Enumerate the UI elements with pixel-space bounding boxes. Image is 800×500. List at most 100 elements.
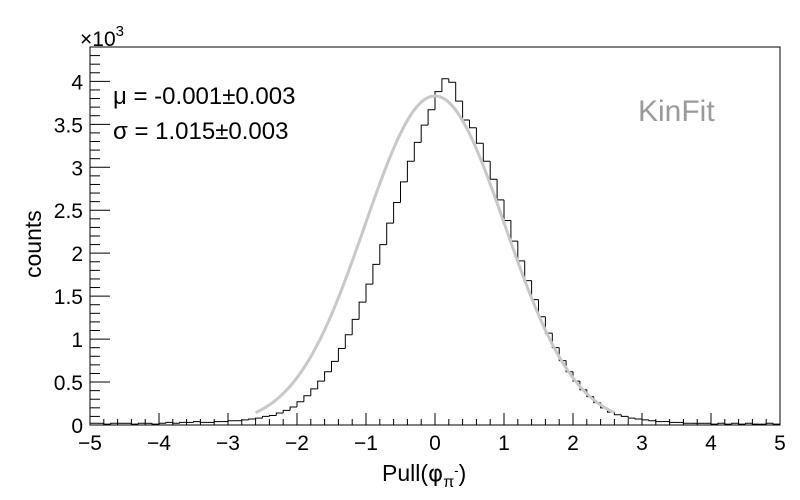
y-tick-label: 2 [71, 243, 83, 266]
x-axis-tick-labels: −5 −4 −3 −2 −1 0 1 2 3 4 5 [78, 432, 786, 455]
histogram-bin [489, 161, 498, 180]
histogram-bin [765, 422, 774, 425]
histogram-bin [738, 423, 746, 425]
histogram-bin [682, 422, 691, 424]
histogram-bin [296, 401, 304, 407]
histogram-bin [710, 423, 718, 425]
histogram-bin [400, 181, 408, 203]
histogram-bin [448, 78, 456, 83]
fit-sigma-label: σ = 1.015±0.003 [113, 118, 288, 145]
histogram-bin [572, 371, 580, 382]
y-tick-label: 0 [71, 415, 83, 438]
histogram-bin [303, 395, 311, 402]
histogram-bin [386, 222, 394, 245]
gaussian-fit-series [254, 94, 616, 415]
y-tick-label: 4 [71, 71, 83, 94]
histogram-bin [731, 422, 739, 425]
histogram-bin [317, 380, 325, 389]
histogram-bin [179, 421, 187, 424]
histogram-bin [365, 283, 373, 303]
y-tick-label: 3.5 [54, 114, 83, 137]
histogram-bin [151, 423, 159, 425]
histogram-bin [248, 418, 256, 420]
x-tick-label: −3 [216, 432, 240, 455]
histogram-bin [427, 109, 435, 126]
x-tick-label: −4 [147, 432, 171, 455]
x-tick-label: 3 [636, 432, 648, 455]
histogram-bin [745, 422, 753, 425]
histogram-bin [648, 419, 656, 422]
kinfit-annotation: KinFit [638, 95, 715, 128]
histogram-bin [565, 360, 573, 373]
histogram-bin [393, 201, 401, 224]
histogram-bin [351, 318, 360, 335]
histogram-bin [475, 127, 484, 144]
histogram-bin [275, 412, 284, 416]
histogram-bin [165, 421, 173, 424]
x-tick-label: 4 [705, 432, 717, 455]
histogram-bin [496, 179, 504, 201]
histogram-bin [158, 422, 166, 425]
y-tick-label: 2.5 [54, 200, 83, 223]
histogram-bin [482, 143, 491, 162]
histogram-bin [503, 199, 511, 222]
histogram-bin [255, 417, 263, 419]
histogram-series [89, 78, 781, 425]
histogram-bin [268, 415, 277, 417]
histogram-bin [103, 423, 111, 425]
histogram-bin [337, 348, 346, 362]
x-axis-ticks [89, 413, 781, 425]
histogram-bin [434, 91, 442, 110]
histogram-bin [344, 334, 353, 349]
histogram-bin [772, 423, 780, 425]
histogram-bin [89, 422, 97, 425]
histogram-bin [193, 421, 201, 423]
x-tick-label: −5 [78, 432, 102, 455]
y-tick-label: 1.5 [54, 286, 83, 309]
histogram-bin [137, 422, 146, 425]
y-axis-title: counts [20, 210, 46, 278]
x-axis-title: Pull(φπ-) [382, 460, 466, 491]
histogram-bin [634, 418, 642, 420]
histogram-bin [510, 220, 518, 242]
x-tick-label: 2 [567, 432, 579, 455]
histogram-bin [227, 420, 235, 422]
y-axis-tick-labels: 0 0.5 1 1.5 2 2.5 3 3.5 4 [54, 71, 84, 438]
x-tick-label: 0 [429, 432, 441, 455]
histogram-bin [717, 422, 725, 425]
histogram-bin [130, 423, 139, 425]
histogram-bin [620, 414, 629, 417]
histogram-bin [241, 419, 249, 421]
x-tick-label: −2 [285, 432, 309, 455]
gaussian-fit-curve [254, 94, 616, 415]
histogram-bin [406, 160, 415, 182]
histogram-bin [110, 422, 118, 425]
histogram-bin [310, 388, 318, 396]
histogram-bin [282, 409, 291, 413]
y-axis-ticks [90, 46, 110, 426]
histogram-bin [358, 301, 366, 320]
histogram-bin [724, 423, 732, 425]
y-tick-label: 3 [71, 157, 83, 180]
histogram-bin [469, 120, 477, 129]
histogram-bin [462, 101, 470, 121]
histogram-bin [420, 124, 429, 143]
histogram-bin [627, 416, 636, 419]
histogram-bin [289, 406, 297, 411]
histogram-bin [441, 78, 449, 92]
histogram-bin [517, 241, 525, 262]
fit-mean-label: μ = -0.001±0.003 [113, 83, 295, 110]
histogram-bin [199, 421, 208, 423]
histogram-bin [324, 371, 332, 382]
histogram-bin [372, 263, 380, 285]
histogram-bin [213, 421, 222, 423]
y-tick-label: 1 [71, 329, 83, 352]
histogram-bin [524, 260, 532, 282]
histogram-bin [379, 244, 387, 265]
x-tick-label: 1 [498, 432, 510, 455]
histogram-bin [172, 422, 180, 424]
histogram-bin [331, 360, 339, 372]
x-tick-label: 5 [774, 432, 786, 455]
histogram-bin [551, 333, 560, 349]
